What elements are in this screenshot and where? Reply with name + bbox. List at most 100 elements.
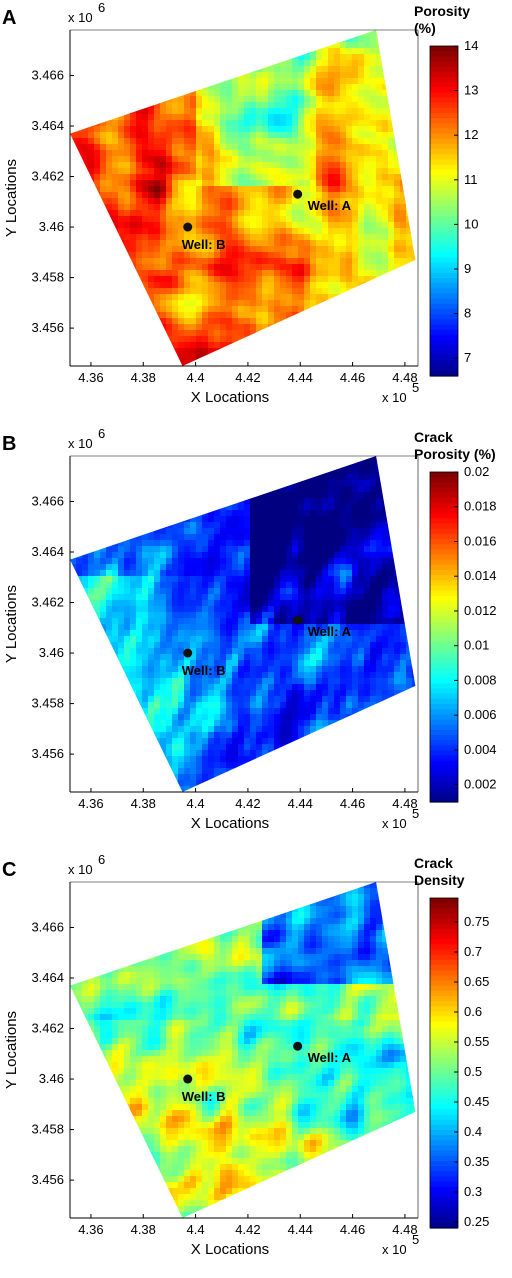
heatmap-cell [190, 582, 196, 588]
heatmap-cell [352, 96, 358, 102]
heatmap-cell [244, 78, 250, 84]
heatmap-cell [208, 252, 214, 258]
heatmap-cell [76, 282, 82, 288]
heatmap-cell [196, 534, 202, 540]
heatmap-cell [208, 474, 214, 480]
heatmap-cell [112, 456, 118, 462]
heatmap-cell [148, 498, 154, 504]
heatmap-cell [334, 318, 340, 324]
heatmap-cell [202, 246, 208, 252]
heatmap-cell [100, 342, 106, 348]
heatmap-cell [184, 90, 190, 96]
heatmap-cell [286, 618, 292, 624]
heatmap-cell [352, 192, 358, 198]
heatmap-cell [304, 534, 310, 540]
heatmap-cell [322, 456, 328, 462]
heatmap-cell [310, 498, 316, 504]
heatmap-cell [226, 246, 232, 252]
heatmap-cell [202, 486, 208, 492]
heatmap-cell [136, 156, 142, 162]
heatmap-cell [280, 300, 286, 306]
heatmap-cell [364, 270, 370, 276]
heatmap-cell [280, 60, 286, 66]
heatmap-cell [106, 102, 112, 108]
heatmap-cell [328, 222, 334, 228]
heatmap-cell [88, 60, 94, 66]
heatmap-cell [130, 168, 136, 174]
heatmap-cell [400, 66, 406, 72]
heatmap-cell [358, 228, 364, 234]
heatmap-cell [178, 606, 184, 612]
heatmap-cell [112, 288, 118, 294]
heatmap-cell [352, 528, 358, 534]
heatmap-cell [94, 306, 100, 312]
heatmap-cell [340, 168, 346, 174]
heatmap-cell [118, 468, 124, 474]
heatmap-cell [172, 48, 178, 54]
heatmap-cell [346, 180, 352, 186]
heatmap-cell [394, 306, 400, 312]
heatmap-cell [94, 480, 100, 486]
heatmap-cell [286, 126, 292, 132]
heatmap-cell [340, 60, 346, 66]
heatmap-cell [256, 60, 262, 66]
heatmap-cell [370, 246, 376, 252]
chart-panel-a: A4.36 4.38 4.4 4.42 4.44 4.46 4.483.4663.4643.… [2, 0, 478, 406]
heatmap-cell [250, 180, 256, 186]
heatmap-cell [76, 216, 82, 222]
heatmap-cell [352, 174, 358, 180]
heatmap-cell [238, 108, 244, 114]
heatmap-cell [250, 234, 256, 240]
heatmap-cell [124, 360, 130, 366]
heatmap-cell [208, 492, 214, 498]
heatmap-cell [154, 192, 160, 198]
heatmap-cell [70, 144, 76, 150]
heatmap-cell [412, 96, 416, 102]
heatmap-cell [346, 456, 352, 462]
heatmap-cell [394, 516, 400, 522]
heatmap-cell [292, 228, 298, 234]
heatmap-cell [280, 180, 286, 186]
heatmap-cell [244, 270, 250, 276]
heatmap-cell [88, 204, 94, 210]
heatmap-cell [238, 282, 244, 288]
heatmap-cell [238, 582, 244, 588]
heatmap-cell [304, 270, 310, 276]
heatmap-cell [142, 234, 148, 240]
heatmap-cell [364, 546, 370, 552]
heatmap-cell [382, 168, 388, 174]
heatmap-cell [70, 306, 76, 312]
heatmap-cell [238, 210, 244, 216]
heatmap-cell [304, 78, 310, 84]
heatmap-cell [208, 348, 214, 354]
heatmap-cell [232, 246, 238, 252]
heatmap-cell [292, 66, 298, 72]
heatmap-cell [202, 144, 208, 150]
heatmap-cell [190, 66, 196, 72]
heatmap-cell [340, 78, 346, 84]
heatmap-cell [286, 354, 292, 360]
heatmap-cell [328, 30, 334, 36]
heatmap-cell [118, 522, 124, 528]
heatmap-cell [154, 576, 160, 582]
heatmap-cell [322, 72, 328, 78]
heatmap-cell [214, 612, 220, 618]
heatmap-cell [106, 186, 112, 192]
heatmap-cell [250, 336, 256, 342]
heatmap-cell [94, 36, 100, 42]
heatmap-cell [208, 240, 214, 246]
heatmap-cell [118, 534, 124, 540]
heatmap-cell [238, 120, 244, 126]
heatmap-cell [142, 84, 148, 90]
heatmap-cell [298, 300, 304, 306]
heatmap-cell [328, 510, 334, 516]
heatmap-cell [274, 300, 280, 306]
heatmap-cell [184, 534, 190, 540]
heatmap-cell [322, 114, 328, 120]
heatmap-cell [328, 474, 334, 480]
heatmap-cell [406, 294, 412, 300]
heatmap-cell [112, 618, 118, 624]
heatmap-cell [250, 594, 256, 600]
heatmap-cell [394, 60, 400, 66]
heatmap-cell [394, 288, 400, 294]
